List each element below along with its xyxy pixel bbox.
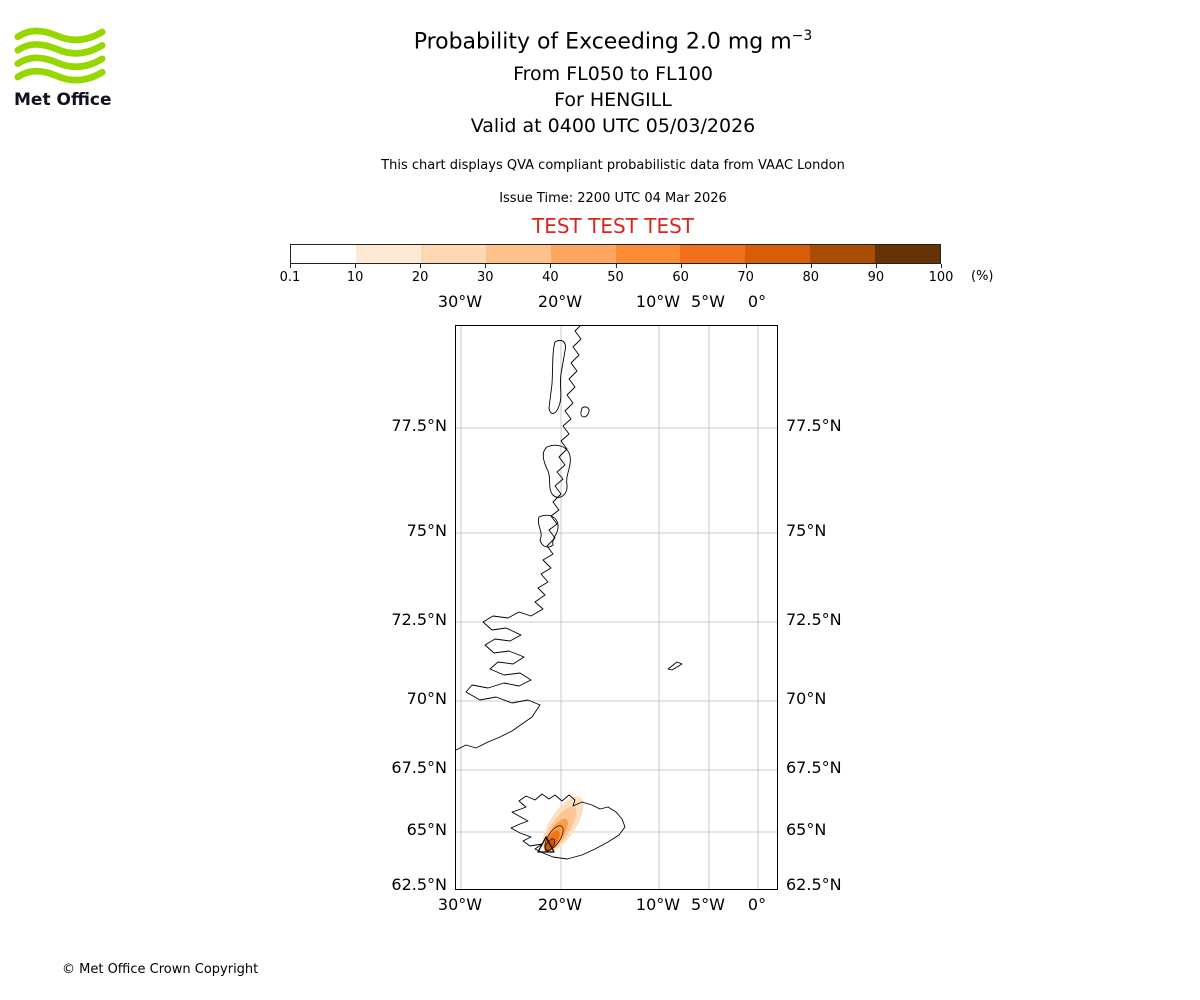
colorbar-tick-label: 50	[607, 270, 624, 285]
qva-note: This chart displays QVA compliant probab…	[381, 158, 845, 173]
colorbar-tick	[485, 264, 487, 268]
island-jan-mayen	[667, 661, 683, 671]
copyright-notice: © Met Office Crown Copyright	[62, 962, 259, 977]
colorbar-tick	[680, 264, 682, 268]
issue-time: Issue Time: 2200 UTC 04 Mar 2026	[499, 191, 727, 206]
colorbar-tick	[810, 264, 812, 268]
coastline-greenland	[455, 325, 582, 751]
plume-contours	[544, 825, 564, 852]
colorbar-tick-label: 90	[867, 270, 885, 285]
map-lat-label-left: 70°N	[406, 689, 447, 708]
subtitle-flight-levels: From FL050 to FL100	[513, 63, 713, 85]
volcano-marker-icon	[537, 836, 555, 853]
colorbar-tick	[550, 264, 552, 268]
colorbar-segment	[291, 245, 356, 263]
map-lat-label-left: 65°N	[406, 820, 447, 839]
map-lat-label-right: 62.5°N	[786, 875, 842, 894]
map-lat-label-right: 65°N	[786, 820, 827, 839]
colorbar-tick	[875, 264, 877, 268]
map-lat-label-right: 70°N	[786, 689, 827, 708]
map-lon-label-top: 30°W	[437, 292, 483, 311]
map-lon-label-bottom: 5°W	[691, 895, 725, 914]
map-lat-label-right: 75°N	[786, 521, 827, 540]
colorbar-segment	[355, 245, 421, 263]
colorbar-tick	[290, 264, 291, 268]
greenland-island-mid	[542, 444, 571, 498]
map-lat-label-left: 72.5°N	[391, 610, 447, 629]
colorbar-tick	[355, 264, 357, 268]
colorbar-tick-label: 100	[928, 270, 954, 285]
subtitle-volcano: For HENGILL	[554, 89, 672, 111]
colorbar-segment	[875, 245, 941, 263]
colorbar-tick-label: 70	[737, 270, 754, 285]
map-lon-label-top: 0°	[747, 292, 767, 311]
colorbar	[290, 244, 941, 264]
colorbar-tick-label: 40	[542, 270, 559, 285]
colorbar-tick	[420, 264, 422, 268]
colorbar-segment	[680, 245, 746, 263]
test-banner: TEST TEST TEST	[531, 214, 694, 238]
colorbar-tick-label: 20	[411, 270, 429, 285]
page-title-superscript: −3	[791, 28, 813, 44]
colorbar-tick-label: 60	[672, 270, 689, 285]
colorbar-tick-label: 0.1	[279, 270, 301, 285]
map-lon-label-top: 10°W	[635, 292, 681, 311]
greenland-island-north	[548, 340, 566, 414]
colorbar-segment	[485, 245, 551, 263]
colorbar-segment	[550, 245, 616, 263]
met-office-logo: Met Office	[14, 26, 124, 110]
map-lon-label-top: 5°W	[691, 292, 725, 311]
coastline-iceland	[510, 793, 626, 860]
map-canvas	[455, 325, 777, 889]
map-gridlines	[456, 326, 777, 889]
met-office-logo-waves	[14, 27, 106, 84]
colorbar-tick-label: 80	[802, 270, 820, 285]
colorbar-segment	[420, 245, 486, 263]
greenland-islet	[580, 406, 590, 418]
map-lon-label-top: 20°W	[537, 292, 583, 311]
map-lat-label-right: 72.5°N	[786, 610, 842, 629]
greenland-island-south	[537, 514, 559, 548]
met-office-logo-text: Met Office	[14, 90, 112, 110]
colorbar-segment	[615, 245, 681, 263]
map-lon-label-bottom: 0°	[747, 895, 767, 914]
colorbar-tick	[941, 264, 942, 268]
map-lat-label-right: 67.5°N	[786, 758, 842, 777]
colorbar-tick	[615, 264, 617, 268]
map-lon-label-bottom: 10°W	[635, 895, 681, 914]
colorbar-tick-label: 30	[477, 270, 494, 285]
colorbar-unit-label: (%)	[971, 269, 994, 284]
map-lon-label-bottom: 30°W	[437, 895, 483, 914]
page-title-text: Probability of Exceeding 2.0 mg m	[413, 29, 792, 55]
colorbar-segment	[810, 245, 876, 263]
page-title: Probability of Exceeding 2.0 mg m−3	[26, 28, 1200, 54]
map-lon-label-bottom: 20°W	[537, 895, 583, 914]
colorbar-tick	[745, 264, 747, 268]
map-lat-label-right: 77.5°N	[786, 416, 842, 435]
subtitle-valid-time: Valid at 0400 UTC 05/03/2026	[470, 115, 756, 137]
map-lat-label-left: 67.5°N	[391, 758, 447, 777]
map-lat-label-left: 62.5°N	[391, 875, 447, 894]
map-lat-label-left: 75°N	[406, 521, 447, 540]
map-frame	[455, 325, 778, 890]
coastlines	[455, 325, 683, 860]
colorbar-segment	[745, 245, 811, 263]
map-lat-label-left: 77.5°N	[391, 416, 447, 435]
colorbar-tick-label: 10	[346, 270, 364, 285]
